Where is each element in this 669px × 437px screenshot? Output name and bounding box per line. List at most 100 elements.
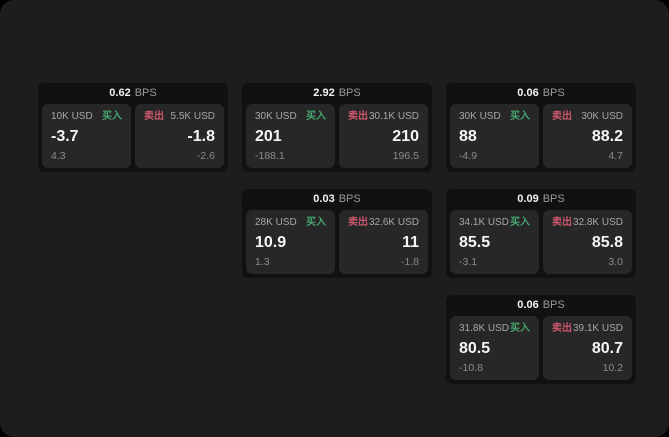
buy-tile[interactable]: 34.1K USD 买入 85.5 -3.1	[450, 210, 539, 274]
sell-price: 85.8	[591, 233, 623, 251]
bps-unit-label: BPS	[134, 87, 157, 99]
buy-label: 买入	[510, 323, 530, 334]
card-body: 30K USD 买入 201 -188.1 卖出 30.1K USD 210 1…	[242, 104, 432, 172]
bps-header: 2.92 BPS	[242, 83, 432, 104]
quote-card: 0.03 BPS 28K USD 买入 10.9 1.3 卖出 32.6K US…	[242, 189, 432, 278]
sell-amount: 32.6K USD	[368, 217, 419, 228]
bps-value: 0.03	[313, 193, 335, 205]
buy-delta: 4.3	[51, 150, 66, 162]
buy-price: 10.9	[255, 233, 287, 251]
bps-value: 0.06	[517, 87, 539, 99]
sell-delta: 3.0	[608, 256, 623, 268]
sell-tile-top-row: 卖出 39.1K USD	[552, 323, 623, 335]
buy-tile[interactable]: 30K USD 买入 88 -4.9	[450, 104, 539, 168]
sell-tile-top-row: 卖出 32.8K USD	[552, 217, 623, 229]
buy-amount: 34.1K USD	[459, 217, 510, 228]
bps-unit-label: BPS	[338, 193, 361, 205]
sell-label: 卖出	[552, 111, 572, 122]
sell-tile-top-row: 卖出 32.6K USD	[348, 217, 419, 229]
buy-label: 买入	[306, 217, 326, 228]
buy-tile-top-row: 30K USD 买入	[459, 111, 530, 123]
card-body: 10K USD 买入 -3.7 4.3 卖出 5.5K USD -1.8 -2.…	[38, 104, 228, 172]
buy-label: 买入	[102, 111, 122, 122]
buy-amount: 30K USD	[255, 111, 297, 122]
quote-card: 2.92 BPS 30K USD 买入 201 -188.1 卖出 30.1K …	[242, 83, 432, 172]
buy-amount: 30K USD	[459, 111, 501, 122]
sell-amount: 30K USD	[581, 111, 623, 122]
buy-tile[interactable]: 10K USD 买入 -3.7 4.3	[42, 104, 131, 168]
bps-unit-label: BPS	[542, 87, 565, 99]
sell-tile[interactable]: 卖出 32.8K USD 85.8 3.0	[543, 210, 632, 274]
sell-tile[interactable]: 卖出 5.5K USD -1.8 -2.6	[135, 104, 224, 168]
card-body: 30K USD 买入 88 -4.9 卖出 30K USD 88.2 4.7	[446, 104, 636, 172]
bps-unit-label: BPS	[542, 193, 565, 205]
buy-tile-top-row: 28K USD 买入	[255, 217, 326, 229]
buy-price: 88	[459, 127, 477, 145]
sell-delta: -1.8	[400, 256, 419, 268]
bps-header: 0.06 BPS	[446, 295, 636, 316]
buy-label: 买入	[510, 111, 530, 122]
card-body: 34.1K USD 买入 85.5 -3.1 卖出 32.8K USD 85.8…	[446, 210, 636, 278]
buy-amount: 10K USD	[51, 111, 93, 122]
buy-delta: -188.1	[255, 150, 285, 162]
quote-card-grid: 0.62 BPS 10K USD 买入 -3.7 4.3 卖出 5.5K USD…	[38, 83, 636, 384]
buy-price: 80.5	[459, 339, 491, 357]
sell-tile[interactable]: 卖出 30K USD 88.2 4.7	[543, 104, 632, 168]
bps-value: 0.62	[109, 87, 131, 99]
buy-delta: 1.3	[255, 256, 270, 268]
buy-tile-top-row: 30K USD 买入	[255, 111, 326, 123]
buy-label: 买入	[306, 111, 326, 122]
bps-value: 0.09	[517, 193, 539, 205]
buy-amount: 28K USD	[255, 217, 297, 228]
bps-unit-label: BPS	[542, 299, 565, 311]
buy-amount: 31.8K USD	[459, 323, 510, 334]
sell-price: -1.8	[187, 127, 215, 145]
quote-card: 0.62 BPS 10K USD 买入 -3.7 4.3 卖出 5.5K USD…	[38, 83, 228, 172]
sell-tile-top-row: 卖出 5.5K USD	[144, 111, 215, 123]
buy-tile-top-row: 34.1K USD 买入	[459, 217, 530, 229]
bps-header: 0.09 BPS	[446, 189, 636, 210]
sell-tile[interactable]: 卖出 30.1K USD 210 196.5	[339, 104, 428, 168]
buy-tile-top-row: 10K USD 买入	[51, 111, 122, 123]
buy-delta: -4.9	[459, 150, 478, 162]
sell-amount: 39.1K USD	[572, 323, 623, 334]
sell-tile-top-row: 卖出 30K USD	[552, 111, 623, 123]
buy-price: 85.5	[459, 233, 491, 251]
bps-header: 0.62 BPS	[38, 83, 228, 104]
buy-tile-top-row: 31.8K USD 买入	[459, 323, 530, 335]
sell-amount: 30.1K USD	[368, 111, 419, 122]
buy-tile[interactable]: 31.8K USD 买入 80.5 -10.8	[450, 316, 539, 380]
quote-card: 0.06 BPS 30K USD 买入 88 -4.9 卖出 30K USD 8…	[446, 83, 636, 172]
sell-price: 80.7	[591, 339, 623, 357]
buy-tile[interactable]: 28K USD 买入 10.9 1.3	[246, 210, 335, 274]
sell-amount: 32.8K USD	[572, 217, 623, 228]
bps-header: 0.06 BPS	[446, 83, 636, 104]
sell-tile-top-row: 卖出 30.1K USD	[348, 111, 419, 123]
sell-price: 210	[392, 127, 419, 145]
sell-delta: -2.6	[196, 150, 215, 162]
sell-label: 卖出	[348, 111, 368, 122]
buy-price: 201	[255, 127, 282, 145]
quote-card: 0.06 BPS 31.8K USD 买入 80.5 -10.8 卖出 39.1…	[446, 295, 636, 384]
buy-delta: -3.1	[459, 256, 478, 268]
sell-delta: 196.5	[392, 150, 419, 162]
sell-delta: 10.2	[602, 362, 623, 374]
buy-tile[interactable]: 30K USD 买入 201 -188.1	[246, 104, 335, 168]
sell-label: 卖出	[552, 217, 572, 228]
sell-tile[interactable]: 卖出 39.1K USD 80.7 10.2	[543, 316, 632, 380]
buy-price: -3.7	[51, 127, 79, 145]
sell-delta: 4.7	[608, 150, 623, 162]
bps-header: 0.03 BPS	[242, 189, 432, 210]
sell-amount: 5.5K USD	[170, 111, 215, 122]
sell-tile[interactable]: 卖出 32.6K USD 11 -1.8	[339, 210, 428, 274]
sell-label: 卖出	[552, 323, 572, 334]
sell-price: 88.2	[591, 127, 623, 145]
buy-delta: -10.8	[459, 362, 483, 374]
card-body: 28K USD 买入 10.9 1.3 卖出 32.6K USD 11 -1.8	[242, 210, 432, 278]
bps-value: 0.06	[517, 299, 539, 311]
sell-price: 11	[402, 233, 419, 251]
buy-label: 买入	[510, 217, 530, 228]
bps-unit-label: BPS	[338, 87, 361, 99]
sell-label: 卖出	[144, 111, 164, 122]
